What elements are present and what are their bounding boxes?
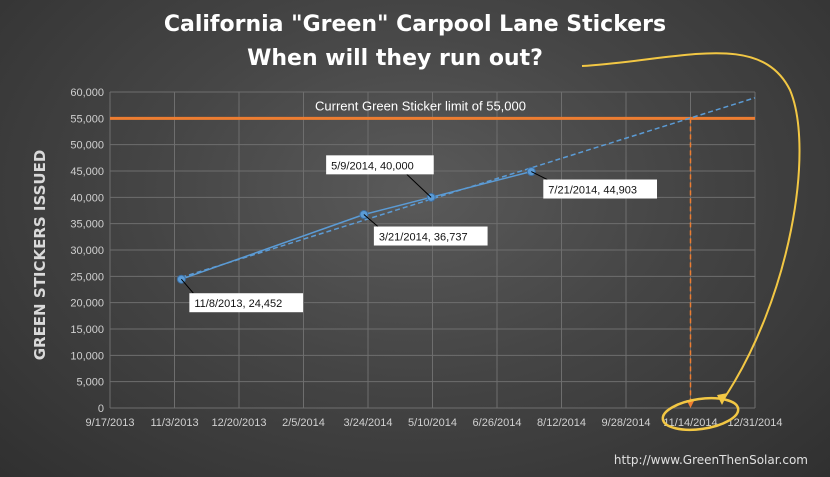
- annotation-arrowhead: [717, 393, 728, 405]
- x-axis-ticks: 9/17/2013 11/3/2013 12/20/2013 2/5/2014 3/24…: [86, 417, 783, 429]
- x-tick-label: 11/3/2013: [150, 417, 198, 429]
- leader-line: [363, 214, 379, 227]
- leader-line: [180, 278, 194, 294]
- y-tick-label: 15,000: [70, 324, 104, 336]
- data-label: 5/9/2014, 40,000: [331, 160, 414, 172]
- data-labels: 11/8/2013, 24,452 3/21/2014, 36,737 5/9/20…: [180, 155, 658, 313]
- y-tick-label: 25,000: [70, 271, 104, 283]
- annotation-group: [581, 52, 801, 432]
- limit-line-label: Current Green Sticker limit of 55,000: [315, 98, 526, 113]
- series-group: [176, 167, 536, 284]
- y-tick-label: 50,000: [70, 140, 104, 152]
- x-tick-label: 12/20/2013: [211, 417, 266, 429]
- series-line: [181, 170, 532, 280]
- x-tick-label: 9/28/2014: [602, 417, 651, 429]
- gridlines: [109, 91, 756, 409]
- x-tick-label: 5/10/2014: [408, 417, 457, 429]
- data-label: 11/8/2013, 24,452: [194, 298, 282, 310]
- y-tick-label: 40,000: [70, 192, 104, 204]
- y-axis-ticks: 0 5,000 10,000 15,000 20,000 25,000 30,000 35,0…: [70, 87, 104, 415]
- data-label: 3/21/2014, 36,737: [379, 232, 468, 244]
- annotation-arrow: [581, 52, 801, 401]
- data-label-box: [373, 226, 488, 246]
- x-tick-label: 9/17/2013: [86, 417, 135, 429]
- data-label-box: [189, 293, 304, 313]
- x-tick-label: 3/24/2014: [344, 417, 393, 429]
- chart-subtitle: When will they run out?: [247, 46, 543, 71]
- x-tick-label: 8/12/2014: [537, 417, 586, 429]
- y-tick-label: 35,000: [70, 219, 104, 231]
- y-tick-label: 60,000: [70, 87, 104, 99]
- limit-line-group: Current Green Sticker limit of 55,000: [110, 98, 755, 120]
- y-tick-label: 20,000: [70, 298, 104, 310]
- x-tick-label: 6/26/2014: [473, 417, 522, 429]
- y-tick-label: 10,000: [70, 350, 104, 362]
- credit-link[interactable]: http://www.GreenThenSolar.com: [613, 453, 808, 467]
- data-label-box: [543, 179, 658, 199]
- y-tick-label: 55,000: [70, 113, 104, 125]
- leader-line: [406, 173, 432, 198]
- x-tick-label: 11/14/2014: [663, 417, 717, 429]
- y-tick-label: 45,000: [70, 166, 104, 178]
- data-label-box: [326, 155, 434, 175]
- x-tick-label: 12/31/2014: [727, 417, 782, 429]
- chart-title: California "Green" Carpool Lane Stickers: [163, 12, 667, 37]
- y-tick-label: 0: [98, 403, 104, 415]
- leader-line: [531, 171, 548, 180]
- highlight-ellipse: [661, 396, 740, 432]
- x-tick-label: 2/5/2014: [282, 417, 325, 429]
- y-tick-label: 30,000: [70, 245, 104, 257]
- data-label: 7/21/2014, 44,903: [548, 185, 637, 197]
- y-tick-label: 5,000: [76, 377, 104, 389]
